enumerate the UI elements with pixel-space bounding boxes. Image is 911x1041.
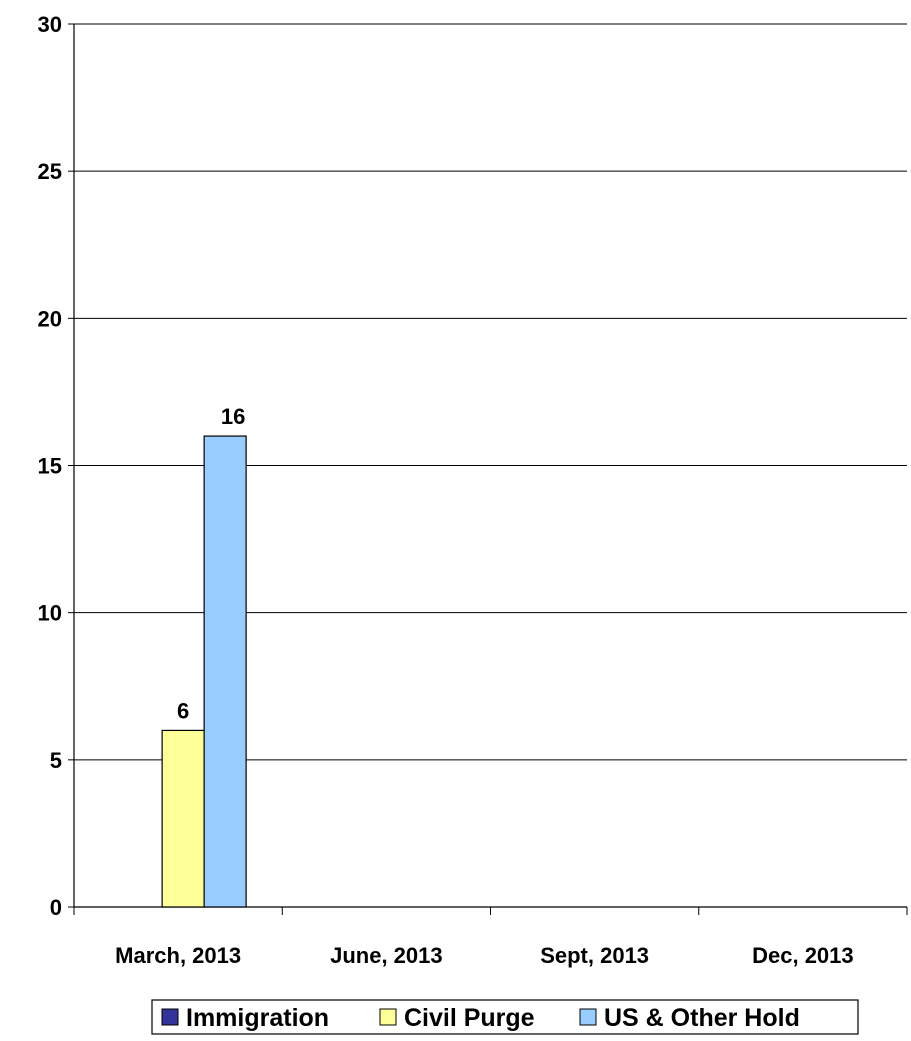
y-axis-ticks: 0 5 10 15 20 25 30 — [38, 12, 74, 920]
data-labels: 6 16 — [177, 404, 245, 723]
legend-label: US & Other Hold — [604, 1004, 800, 1032]
x-axis-ticks: March, 2013 June, 2013 Sept, 2013 Dec, 2013 — [73, 907, 908, 968]
x-tick-label: June, 2013 — [330, 943, 443, 968]
data-label: 6 — [177, 698, 189, 723]
y-tick-label: 15 — [38, 454, 62, 479]
x-tick-label: Dec, 2013 — [752, 943, 854, 968]
legend-label: Immigration — [186, 1004, 329, 1032]
y-tick-label: 30 — [38, 12, 62, 37]
x-tick-label: Sept, 2013 — [540, 943, 649, 968]
data-label: 16 — [221, 404, 245, 429]
y-tick-label: 25 — [38, 159, 62, 184]
bar — [203, 435, 247, 908]
y-tick-label: 0 — [50, 895, 62, 920]
legend-swatch — [161, 1008, 179, 1026]
legend-swatch — [379, 1008, 397, 1026]
bar — [161, 729, 205, 908]
y-tick-label: 5 — [50, 748, 62, 773]
bars — [161, 435, 247, 908]
legend-swatch — [579, 1008, 597, 1026]
gridlines — [74, 23, 907, 761]
y-tick-label: 20 — [38, 306, 62, 331]
legend-label: Civil Purge — [404, 1004, 535, 1032]
y-tick-label: 10 — [38, 601, 62, 626]
x-tick-label: March, 2013 — [115, 943, 241, 968]
legend: Immigration Civil Purge US & Other Hold — [151, 999, 859, 1035]
legend-box — [151, 999, 859, 1035]
